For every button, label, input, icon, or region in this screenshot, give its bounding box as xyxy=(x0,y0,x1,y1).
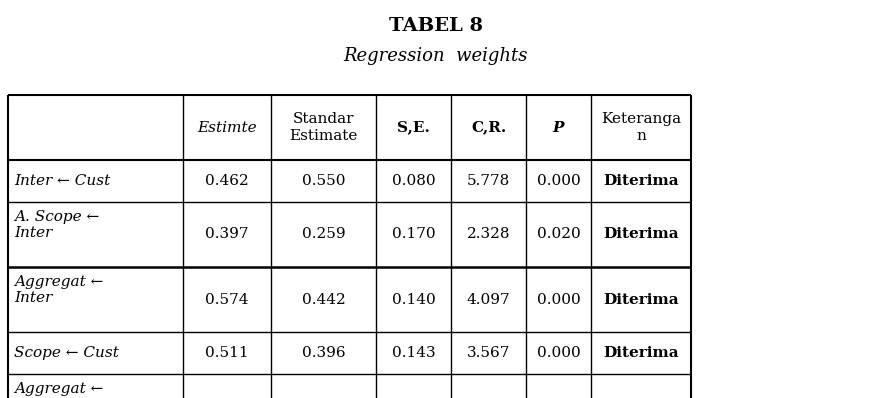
Text: 0.140: 0.140 xyxy=(392,293,436,306)
Text: 0.442: 0.442 xyxy=(301,293,346,306)
Text: 0.020: 0.020 xyxy=(537,228,580,242)
Text: Aggregat ←
Inter: Aggregat ← Inter xyxy=(14,275,104,305)
Text: 0.550: 0.550 xyxy=(301,174,345,188)
Text: C,R.: C,R. xyxy=(471,121,506,135)
Text: 0.000: 0.000 xyxy=(537,293,580,306)
Text: Regression  weights: Regression weights xyxy=(343,47,528,65)
Text: 3.567: 3.567 xyxy=(467,346,510,360)
Text: Diterima: Diterima xyxy=(604,174,679,188)
Text: 0.000: 0.000 xyxy=(537,174,580,188)
Text: Keteranga
n: Keteranga n xyxy=(601,112,681,142)
Text: Diterima: Diterima xyxy=(604,346,679,360)
Text: Diterima: Diterima xyxy=(604,293,679,306)
Text: 0.170: 0.170 xyxy=(392,228,436,242)
Text: 0.511: 0.511 xyxy=(206,346,249,360)
Text: 5.778: 5.778 xyxy=(467,174,510,188)
Text: TABEL 8: TABEL 8 xyxy=(388,17,483,35)
Text: 2.328: 2.328 xyxy=(467,228,510,242)
Text: 0.397: 0.397 xyxy=(206,228,249,242)
Text: 0.462: 0.462 xyxy=(206,174,249,188)
Text: 0.000: 0.000 xyxy=(537,346,580,360)
Text: 4.097: 4.097 xyxy=(467,293,510,306)
Text: Scope ← Cust: Scope ← Cust xyxy=(14,346,118,360)
Text: Estimte: Estimte xyxy=(197,121,257,135)
Text: Standar
Estimate: Standar Estimate xyxy=(289,112,358,142)
Text: 0.080: 0.080 xyxy=(392,174,436,188)
Text: 0.259: 0.259 xyxy=(301,228,345,242)
Text: P: P xyxy=(553,121,564,135)
Text: Diterima: Diterima xyxy=(604,228,679,242)
Text: 0.143: 0.143 xyxy=(392,346,436,360)
Text: 0.574: 0.574 xyxy=(206,293,249,306)
Text: 0.396: 0.396 xyxy=(301,346,345,360)
Text: Aggregat ←
Cust: Aggregat ← Cust xyxy=(14,382,104,398)
Text: A. Scope ←
Inter: A. Scope ← Inter xyxy=(14,210,99,240)
Text: Inter ← Cust: Inter ← Cust xyxy=(14,174,111,188)
Text: S,E.: S,E. xyxy=(397,121,430,135)
